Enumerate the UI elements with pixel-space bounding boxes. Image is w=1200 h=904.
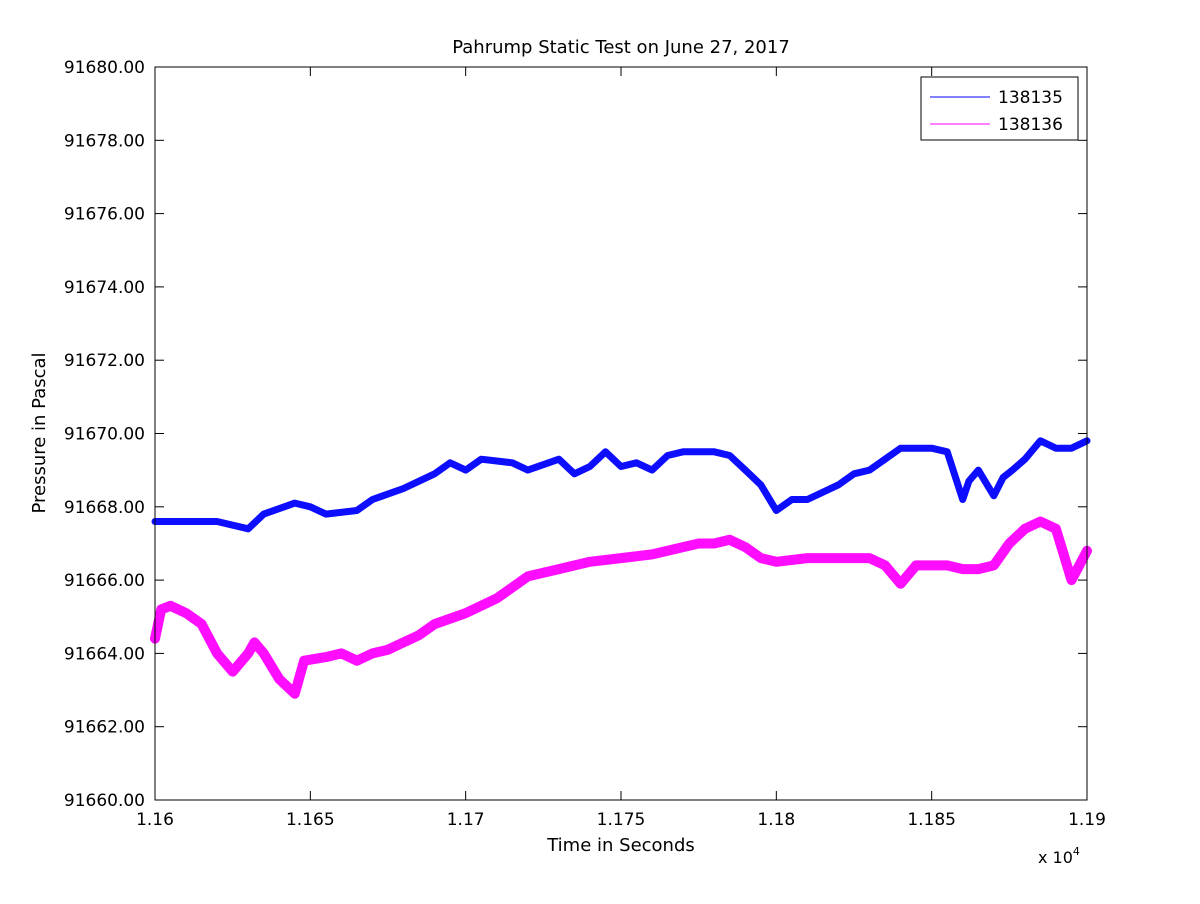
y-tick-label: 91662.00: [64, 718, 145, 738]
x-tick-label: 1.165: [286, 810, 335, 830]
x-tick-label: 1.185: [907, 810, 956, 830]
legend: 138135 138136: [920, 76, 1079, 141]
y-tick-label: 91668.00: [64, 498, 145, 518]
y-axis-label: Pressure in Pascal: [29, 352, 50, 513]
legend-box: [920, 76, 1079, 141]
x-tick-label: 1.16: [136, 810, 174, 830]
y-tick-label: 91678.00: [64, 131, 145, 151]
y-tick-label: 91672.00: [64, 351, 145, 371]
y-tick-label: 91660.00: [64, 791, 145, 811]
series-line-138135: [151, 437, 1091, 533]
x-axis-label: Time in Seconds: [546, 835, 695, 856]
y-tick-label: 91664.00: [64, 644, 145, 664]
series-layer: [150, 437, 1092, 699]
y-tick-label: 91674.00: [64, 278, 145, 298]
y-tick-label: 91680.00: [64, 58, 145, 78]
y-tick-label: 91666.00: [64, 571, 145, 591]
x-tick-label: 1.19: [1068, 810, 1106, 830]
x-tick-label: 1.17: [447, 810, 485, 830]
legend-label-138136: 138136: [998, 115, 1063, 135]
ticks-layer: 1.16 1.165 1.17 1.175 1.18 1.185 1.19 91660.00 9…: [64, 58, 1106, 830]
chart-title: Pahrump Static Test on June 27, 2017: [452, 37, 790, 58]
y-tick-label: 91670.00: [64, 425, 145, 445]
x-multiplier: x 104: [1038, 845, 1080, 867]
x-tick-label: 1.18: [757, 810, 795, 830]
legend-label-138135: 138135: [998, 88, 1063, 108]
x-tick-label: 1.175: [597, 810, 646, 830]
x-multiplier-exponent: 4: [1073, 845, 1080, 858]
series-line-138136: [150, 516, 1092, 699]
y-tick-label: 91676.00: [64, 205, 145, 225]
